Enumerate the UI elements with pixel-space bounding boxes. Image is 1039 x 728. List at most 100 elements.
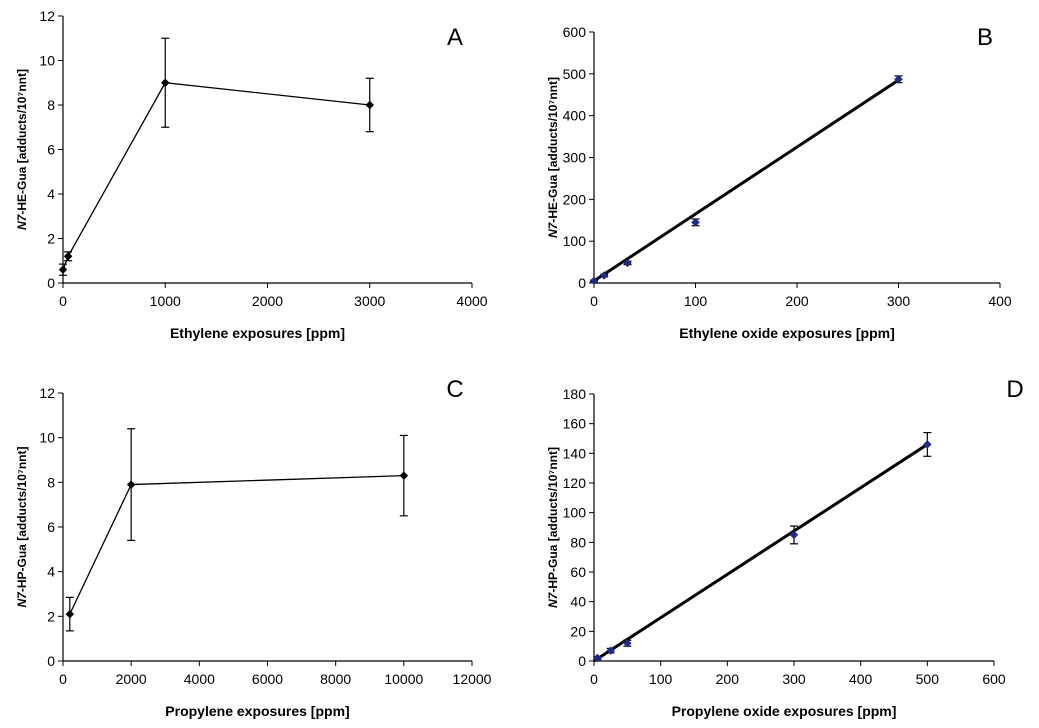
panel-d-y-tick-label: 160 bbox=[563, 416, 587, 432]
panel-b-x-tick-label: 400 bbox=[988, 293, 1012, 309]
panel-b-y-axis-label-prefix: N7 bbox=[546, 221, 560, 238]
panel-d-y-tick-label: 0 bbox=[578, 653, 586, 669]
panel-d-y-tick-label: 60 bbox=[570, 564, 586, 580]
panel-d-y-tick-label: 40 bbox=[570, 594, 586, 610]
panel-d-x-tick-label: 100 bbox=[649, 671, 673, 687]
panel-d-y-tick-label: 140 bbox=[563, 445, 587, 461]
panel-a-y-tick-label: 12 bbox=[39, 8, 55, 24]
panel-d-x-tick-label: 200 bbox=[716, 671, 740, 687]
panel-b-y-axis-label-rest: -HE-Gua [adducts/10⁷nnt] bbox=[546, 77, 560, 223]
panel-c-y-tick-label: 4 bbox=[47, 564, 55, 580]
panel-a-data-point bbox=[58, 265, 68, 275]
panel-c-x-tick-label: 8000 bbox=[320, 671, 351, 687]
panel-b-y-tick-label: 500 bbox=[563, 66, 587, 82]
panel-a-x-tick-label: 1000 bbox=[150, 293, 181, 309]
panel-b-y-tick-label: 0 bbox=[578, 275, 586, 291]
panel-a-x-tick-label: 2000 bbox=[252, 293, 283, 309]
panel-c-y-axis-label: N7-HP-Gua [adducts/10⁷nnt] bbox=[15, 447, 29, 608]
panel-c-y-tick-label: 12 bbox=[39, 385, 55, 401]
panel-a-x-tick-label: 0 bbox=[59, 293, 67, 309]
panel-d-x-tick-label: 600 bbox=[982, 671, 1006, 687]
panel-d-x-tick-label: 0 bbox=[590, 671, 598, 687]
panel-a-y-axis-label-rest: -HE-Gua [adducts/10⁷nnt] bbox=[15, 69, 29, 215]
panel-c-x-tick-label: 10000 bbox=[384, 671, 423, 687]
panel-a-y-tick-label: 4 bbox=[47, 186, 55, 202]
panel-d-y-tick-label: 100 bbox=[563, 505, 587, 521]
panel-b-y-axis-label: N7-HE-Gua [adducts/10⁷nnt] bbox=[546, 77, 560, 238]
panel-d-data-point bbox=[789, 530, 799, 540]
panel-a-data-point bbox=[365, 100, 375, 110]
panel-a-y-tick-label: 0 bbox=[47, 275, 55, 291]
panel-d-y-tick-label: 20 bbox=[570, 623, 586, 639]
panel-c-x-tick-label: 2000 bbox=[116, 671, 147, 687]
panel-d-y-axis-label-rest: -HP-Gua [adducts/10⁷nnt] bbox=[546, 447, 560, 593]
panel-c-x-tick-label: 12000 bbox=[453, 671, 492, 687]
panel-d-x-tick-label: 400 bbox=[849, 671, 873, 687]
panel-a: 0 2 4 6 8 10 12 0 1000 2000 3000 4000 Ethylene expos… bbox=[15, 8, 488, 341]
panel-a-y-axis-label-prefix: N7 bbox=[15, 213, 29, 230]
panel-c-y-tick-label: 8 bbox=[47, 474, 55, 490]
panel-b-fit-line bbox=[593, 78, 900, 283]
panel-d-y-tick-label: 80 bbox=[570, 534, 586, 550]
panel-b-y-tick-label: 400 bbox=[563, 108, 587, 124]
panel-b-x-tick-label: 200 bbox=[785, 293, 809, 309]
panel-c-x-tick-label: 6000 bbox=[252, 671, 283, 687]
panel-c-data-point bbox=[126, 480, 136, 489]
panel-c-label: C bbox=[446, 376, 463, 403]
panel-d-data-point bbox=[922, 440, 932, 449]
panel-c-data-point bbox=[65, 609, 75, 619]
panel-c-data-point bbox=[399, 471, 409, 480]
panel-c-x-tick-label: 0 bbox=[59, 671, 67, 687]
panel-b-y-tick-label: 300 bbox=[563, 150, 587, 166]
panel-c: 0 2 4 6 8 10 12 0 2000 4000 6000 8000 10000 12000 Prop… bbox=[15, 376, 492, 719]
panel-b-x-tick-label: 0 bbox=[590, 293, 598, 309]
panel-b-y-tick-label: 600 bbox=[563, 24, 587, 40]
panel-c-y-axis-label-rest: -HP-Gua [adducts/10⁷nnt] bbox=[15, 447, 29, 593]
panel-a-label: A bbox=[447, 24, 463, 51]
panel-b-data-point bbox=[599, 271, 609, 280]
panel-a-y-tick-label: 6 bbox=[47, 142, 55, 158]
panel-d-data-point bbox=[592, 653, 602, 663]
panel-d-x-tick-label: 300 bbox=[782, 671, 806, 687]
panel-c-y-tick-label: 6 bbox=[47, 519, 55, 535]
panel-b-label: B bbox=[977, 24, 993, 51]
panel-c-x-tick-label: 4000 bbox=[184, 671, 215, 687]
panel-c-series-line bbox=[69, 474, 404, 615]
panel-b-data-point bbox=[623, 258, 632, 268]
panel-a-y-tick-label: 10 bbox=[39, 53, 55, 69]
panel-c-x-axis-label: Propylene exposures [ppm] bbox=[165, 703, 349, 719]
panel-c-y-tick-label: 0 bbox=[47, 653, 55, 669]
panel-b-x-tick-label: 300 bbox=[887, 293, 911, 309]
panel-a-data-point bbox=[160, 78, 170, 88]
panel-d-y-axis-label: N7-HP-Gua [adducts/10⁷nnt] bbox=[546, 447, 560, 608]
panel-c-y-tick-label: 10 bbox=[39, 430, 55, 446]
panel-a-y-axis-label: N7-HE-Gua [adducts/10⁷nnt] bbox=[15, 69, 29, 230]
panel-a-data-point bbox=[63, 251, 73, 261]
panel-d-fit-line bbox=[593, 443, 929, 663]
panel-d: 0 20 40 60 80 100 120 140 160 180 0 100 200 300 400 500… bbox=[546, 376, 1024, 719]
panel-d-x-tick-label: 500 bbox=[916, 671, 940, 687]
panel-b-y-tick-label: 100 bbox=[563, 233, 587, 249]
panel-b-data-point bbox=[894, 74, 903, 84]
panel-d-label: D bbox=[1006, 376, 1023, 403]
panel-b-data-point bbox=[589, 276, 599, 286]
panel-a-x-axis-label: Ethylene exposures [ppm] bbox=[170, 325, 345, 341]
panel-d-y-tick-label: 180 bbox=[563, 386, 587, 402]
panel-d-y-axis-label-prefix: N7 bbox=[546, 591, 560, 608]
panel-d-x-axis-label: Propylene oxide exposures [ppm] bbox=[672, 703, 897, 719]
panel-a-y-tick-label: 2 bbox=[47, 231, 55, 247]
panel-b-data-point bbox=[691, 217, 700, 227]
panel-c-y-tick-label: 2 bbox=[47, 608, 55, 624]
panel-d-data-point bbox=[606, 646, 616, 655]
panel-b-x-axis-label: Ethylene oxide exposures [ppm] bbox=[679, 325, 895, 341]
panel-b: 0 100 200 300 400 500 600 0 100 200 300 400 Ethylene… bbox=[546, 24, 1012, 341]
panel-a-x-tick-label: 3000 bbox=[354, 293, 385, 309]
panel-a-x-tick-label: 4000 bbox=[456, 293, 487, 309]
panel-d-y-tick-label: 120 bbox=[563, 475, 587, 491]
panel-b-x-tick-label: 100 bbox=[684, 293, 708, 309]
panel-a-y-tick-label: 8 bbox=[47, 97, 55, 113]
panel-b-y-tick-label: 200 bbox=[563, 191, 587, 207]
panel-c-y-axis-label-prefix: N7 bbox=[15, 591, 29, 608]
panel-a-series-line bbox=[62, 82, 370, 270]
